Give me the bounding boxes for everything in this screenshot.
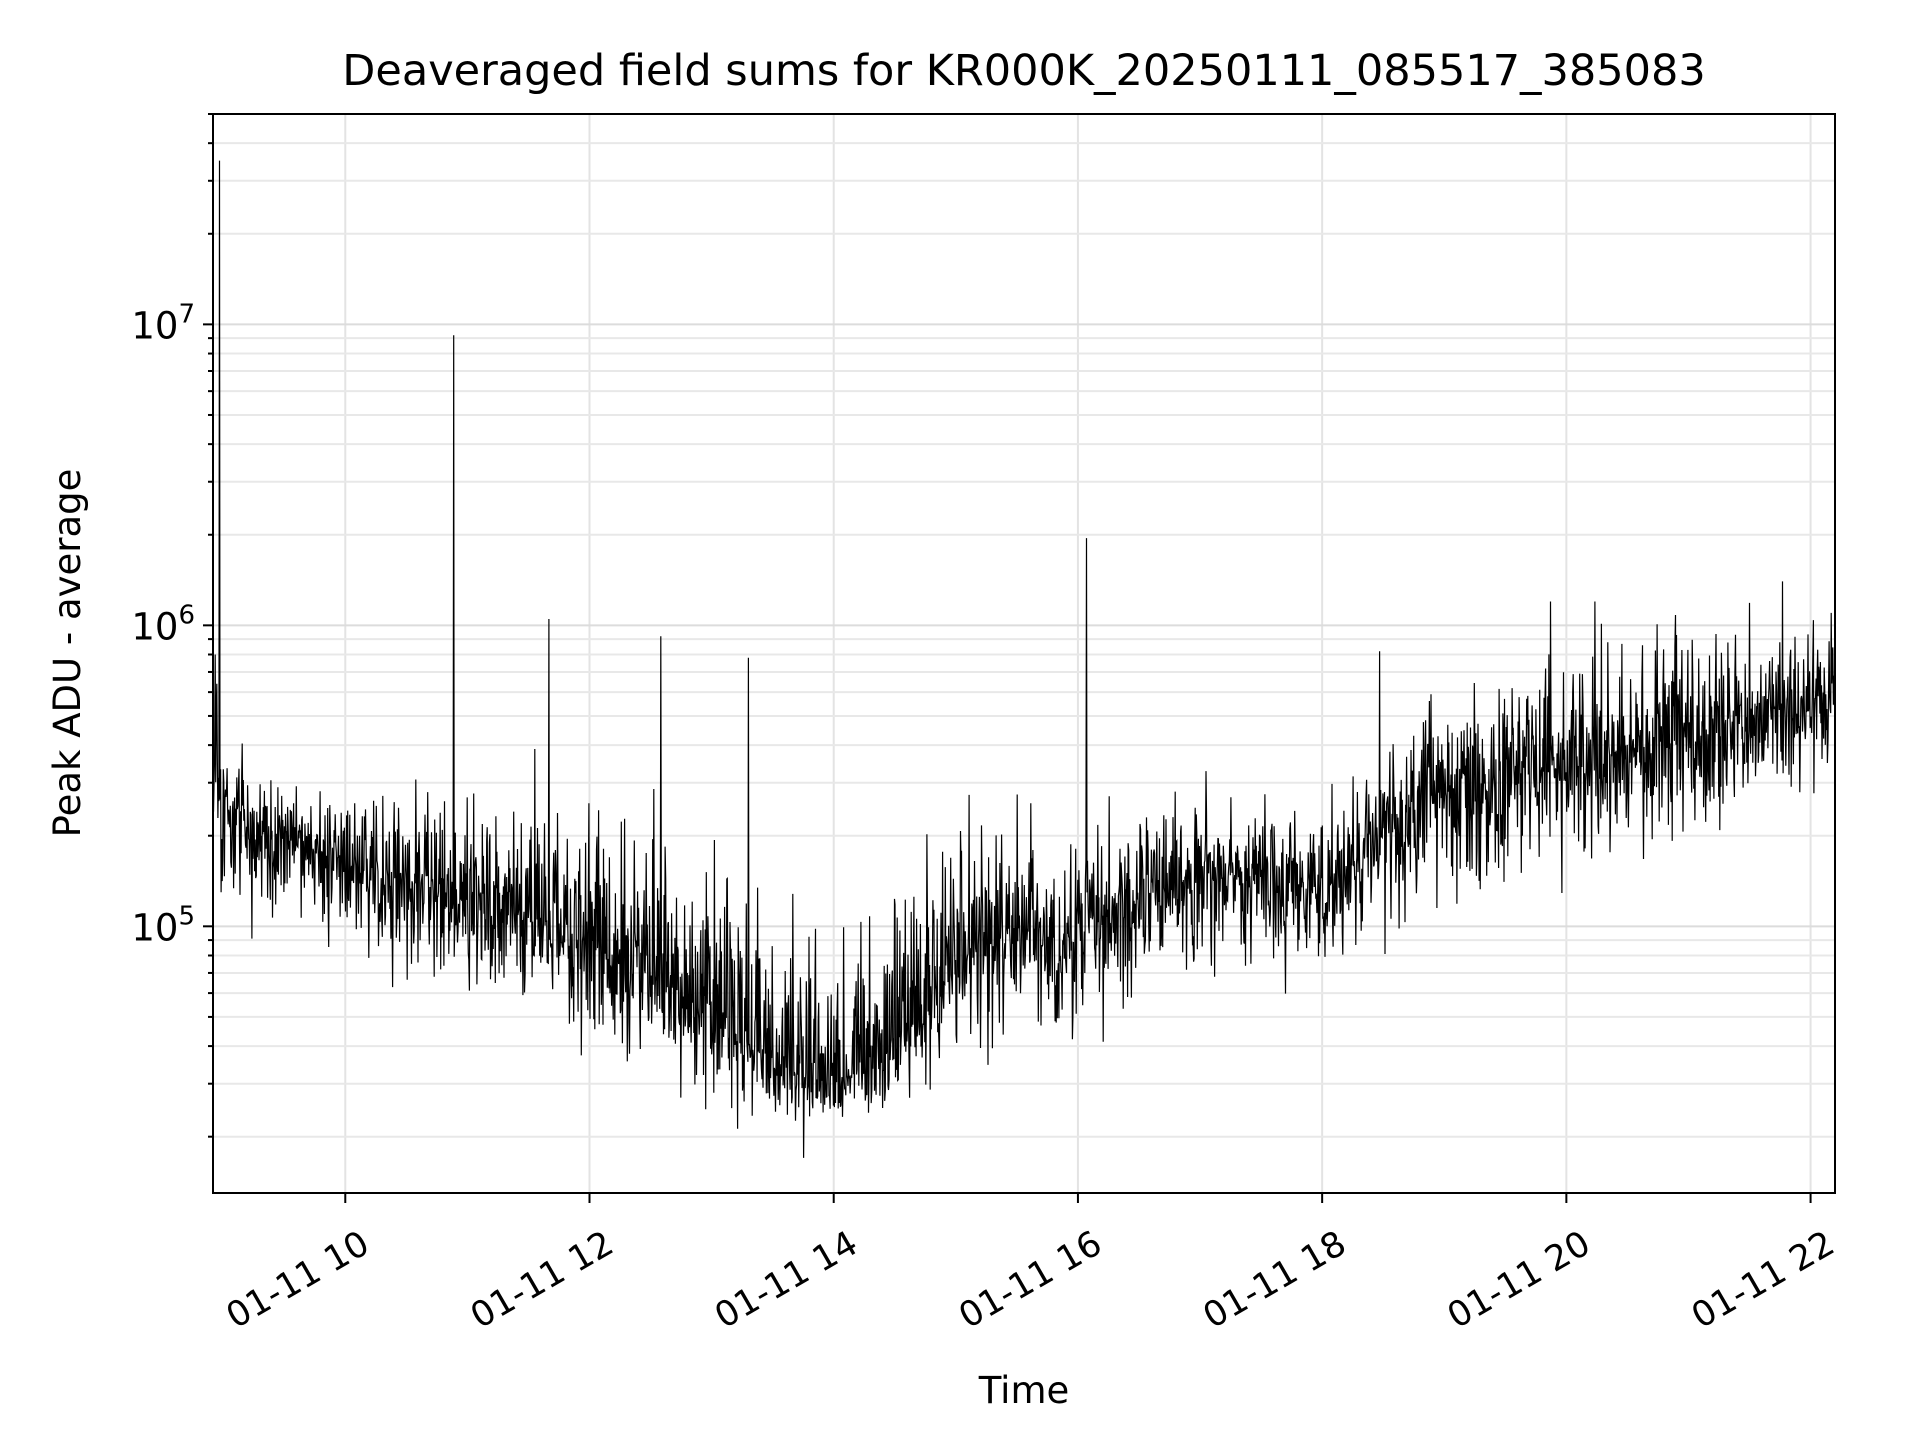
y-axis-label: Peak ADU - average [46,469,89,838]
x-tick-label: 01-11 20 [1441,1224,1597,1337]
x-tick-label: 01-11 14 [708,1224,864,1337]
y-axis: 105 106 107 [131,113,213,1138]
x-tick-label: 01-11 16 [953,1224,1109,1337]
x-axis-label: Time [978,1369,1070,1412]
series-line [212,160,1836,1158]
axes-frame [212,113,1836,1194]
x-tick-label: 01-11 10 [220,1224,376,1337]
x-axis: 01-11 10 01-11 12 01-11 14 01-11 16 01-11 18… [220,1193,1841,1337]
y-tick-label: 107 [131,299,195,347]
plot-area [212,160,1836,1158]
grid [213,113,1835,1193]
x-tick-label: 01-11 12 [464,1224,620,1337]
y-tick-label: 106 [131,600,195,648]
x-tick-label: 01-11 18 [1197,1224,1353,1337]
chart-title: Deaveraged field sums for KR000K_2025011… [342,46,1705,96]
x-tick-label: 01-11 22 [1685,1224,1841,1337]
y-tick-label: 105 [131,901,195,949]
